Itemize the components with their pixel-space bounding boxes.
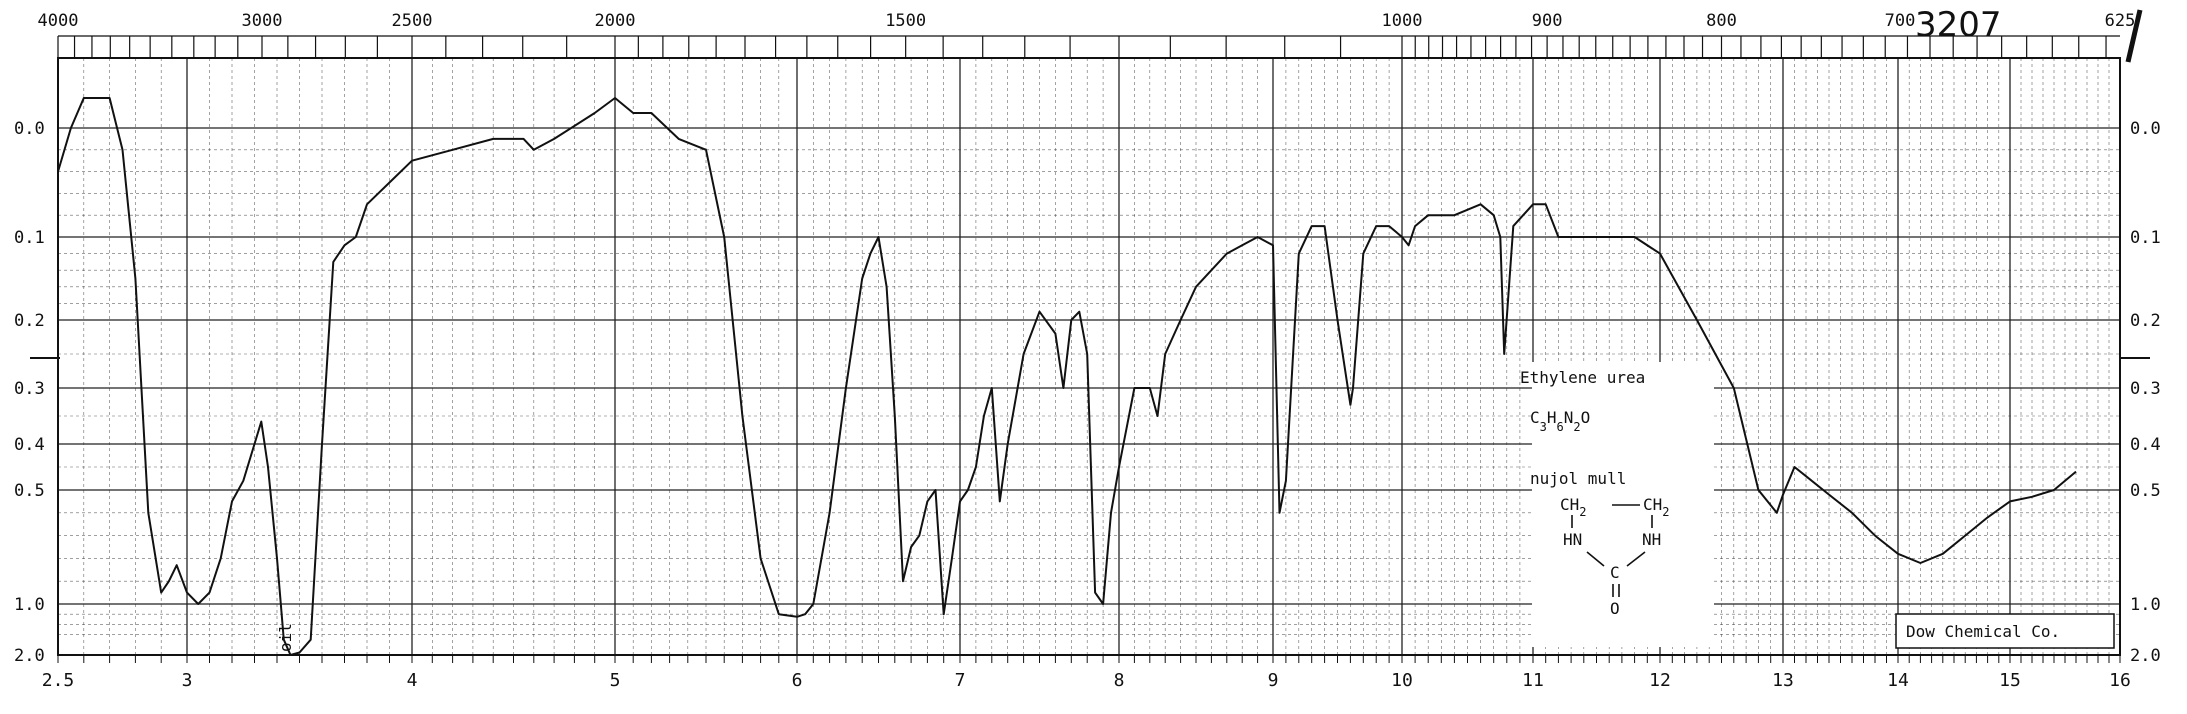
wavelength-label: 13 (1772, 670, 1794, 691)
carbonyl-oxygen: O (1610, 599, 1620, 618)
formula-n: N (1564, 408, 1574, 427)
source-box (1895, 613, 2115, 649)
wavenumber-axis: 4000 3000 2500 2000 1500 1000 900 800 700 625 (38, 11, 2136, 58)
absorbance-label-right: 1.0 (2130, 595, 2161, 615)
bond-n-c-left (1586, 551, 1605, 567)
absorbance-label-right: 0.1 (2130, 228, 2161, 248)
formula-h: H (1547, 408, 1557, 427)
ch2-left: CH (1560, 495, 1579, 514)
spectrum-curve (57, 97, 2077, 656)
wavelength-label: 2.5 (42, 670, 75, 691)
source-label: Dow Chemical Co. (1906, 622, 2060, 641)
wavenumber-label: 625 (2105, 11, 2136, 31)
wavelength-label: 8 (1114, 670, 1125, 691)
wavelength-label: 15 (1999, 670, 2021, 691)
molecular-formula: C3H6N2O (1530, 408, 1590, 434)
absorbance-label-left: 0.3 (14, 379, 45, 399)
wavelength-label: 12 (1649, 670, 1671, 691)
wavelength-label: 16 (2109, 670, 2131, 691)
wavenumber-label: 1000 (1382, 11, 1423, 31)
absorbance-label-left: 0.4 (14, 435, 45, 455)
pen-mark-icon (2125, 9, 2143, 63)
spectrum-number: 3207 (1915, 5, 2002, 45)
bond-n-c-right (1626, 551, 1646, 567)
absorbance-label-right: 0.3 (2130, 379, 2161, 399)
wavelength-label: 7 (955, 670, 966, 691)
wavenumber-label: 800 (1706, 11, 1737, 31)
ch2-left-sub: 2 (1579, 505, 1586, 519)
absorbance-label-right: 2.0 (2130, 646, 2161, 666)
absorbance-label-left: 0.1 (14, 228, 45, 248)
absorbance-label-right: 0.2 (2130, 311, 2161, 331)
nh-left: HN (1563, 530, 1582, 549)
wavelength-axis: 2.5 3 4 5 6 7 8 9 10 11 12 13 14 15 16 (42, 655, 2131, 691)
nh-right: NH (1642, 530, 1661, 549)
oil-label: oil (276, 623, 295, 652)
svg-text:CH2: CH2 (1643, 495, 1670, 519)
ch2-right: CH (1643, 495, 1662, 514)
wavenumber-label: 2000 (595, 11, 636, 31)
absorbance-label-right: 0.5 (2130, 481, 2161, 501)
chart-grid (57, 58, 2121, 656)
sample-prep: nujol mull (1530, 469, 1626, 488)
compound-name: Ethylene urea (1520, 368, 1645, 387)
wavelength-label: 5 (610, 670, 621, 691)
plot-frame (57, 57, 2121, 656)
absorbance-label-left: 0.2 (14, 311, 45, 331)
formula-h-count: 6 (1557, 420, 1564, 434)
structure-diagram: CH2 CH2 HN NH C O (1560, 495, 1670, 618)
wavelength-label: 10 (1391, 670, 1413, 691)
ch2-right-sub: 2 (1662, 505, 1669, 519)
wavenumber-label: 900 (1532, 11, 1563, 31)
absorbance-label-left: 0.5 (14, 481, 45, 501)
absorbance-axis-left: 0.0 0.1 0.2 0.3 0.4 0.5 1.0 2.0 (14, 119, 60, 666)
absorbance-label-left: 2.0 (14, 646, 45, 666)
absorbance-label-left: 1.0 (14, 595, 45, 615)
wavelength-label: 3 (182, 670, 193, 691)
wavelength-label: 6 (792, 670, 803, 691)
absorbance-label-right: 0.0 (2130, 119, 2161, 139)
wavelength-label: 11 (1522, 670, 1544, 691)
svg-text:CH2: CH2 (1560, 495, 1587, 519)
absorbance-label-right: 0.4 (2130, 435, 2161, 455)
wavenumber-label: 2500 (392, 11, 433, 31)
carbonyl-carbon: C (1610, 563, 1620, 582)
wavenumber-label: 4000 (38, 11, 79, 31)
plot-border (57, 57, 2121, 656)
wavenumber-label: 700 (1885, 11, 1916, 31)
wavenumber-label: 3000 (242, 11, 283, 31)
formula-n-count: 2 (1573, 420, 1580, 434)
formula-c-count: 3 (1540, 420, 1547, 434)
absorbance-label-left: 0.0 (14, 119, 45, 139)
wavenumber-label: 1500 (885, 11, 926, 31)
wavelength-label: 9 (1268, 670, 1279, 691)
wavelength-label: 14 (1887, 670, 1909, 691)
formula-o: O (1581, 408, 1591, 427)
wavelength-label: 4 (407, 670, 418, 691)
spectrum-curve-group (57, 97, 2077, 656)
formula-c: C (1530, 408, 1540, 427)
absorbance-axis-right: 0.0 0.1 0.2 0.3 0.4 0.5 1.0 2.0 (2120, 119, 2161, 666)
